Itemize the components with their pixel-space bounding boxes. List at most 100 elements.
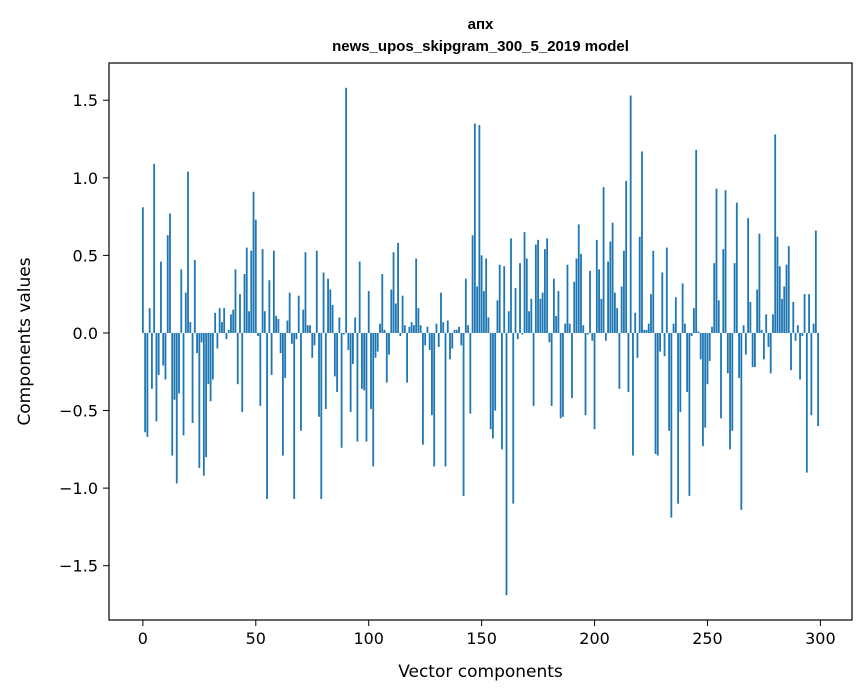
- bar: [196, 332, 198, 354]
- bar: [141, 207, 144, 333]
- bar: [740, 332, 743, 510]
- bar: [234, 269, 237, 333]
- bar: [582, 325, 585, 333]
- bar: [494, 332, 497, 411]
- bar: [410, 322, 413, 333]
- bar: [717, 300, 720, 333]
- bar: [706, 332, 709, 385]
- bar: [376, 332, 379, 352]
- bar: [693, 308, 695, 333]
- bar: [245, 247, 248, 333]
- bar: [663, 332, 666, 357]
- bar: [193, 260, 196, 333]
- bar: [286, 320, 289, 333]
- y-tick-label: −1.5: [59, 557, 98, 576]
- bar: [422, 332, 424, 445]
- bar: [241, 332, 244, 413]
- bar: [510, 238, 512, 333]
- bar: [340, 332, 343, 448]
- bar: [211, 332, 214, 380]
- bar: [661, 272, 664, 333]
- bar: [636, 332, 639, 358]
- bar: [200, 332, 203, 343]
- bar: [623, 250, 625, 333]
- bar: [318, 332, 320, 417]
- bar: [198, 332, 201, 468]
- bar: [440, 292, 442, 333]
- bar: [555, 315, 558, 333]
- bar: [625, 180, 628, 333]
- bar: [379, 323, 381, 333]
- bar: [306, 325, 309, 333]
- bar: [471, 235, 474, 333]
- bar: [776, 236, 779, 333]
- bar: [426, 326, 429, 333]
- bar: [733, 263, 736, 333]
- bar: [302, 309, 305, 333]
- bar: [327, 278, 329, 333]
- bar: [668, 332, 670, 431]
- bar: [218, 308, 221, 333]
- bar: [223, 308, 226, 333]
- bar: [801, 332, 804, 337]
- plot-frame: [108, 62, 853, 621]
- bar: [647, 323, 650, 333]
- bar: [562, 332, 564, 417]
- bar: [297, 295, 300, 333]
- bar: [239, 294, 241, 333]
- bar: [363, 332, 366, 391]
- bar: [620, 286, 623, 333]
- bar: [345, 87, 348, 333]
- y-axis-label: Components values: [15, 257, 35, 425]
- bar: [144, 332, 147, 433]
- bar: [478, 125, 481, 333]
- bar: [462, 332, 465, 496]
- plot-area: [108, 62, 853, 621]
- bar: [230, 314, 232, 333]
- bar: [586, 332, 589, 335]
- bar: [769, 332, 772, 374]
- bar: [681, 283, 684, 333]
- bar: [146, 332, 149, 437]
- bar: [160, 261, 162, 333]
- bar: [489, 332, 492, 430]
- bar: [674, 297, 677, 333]
- bar: [446, 320, 449, 333]
- bar: [232, 309, 235, 333]
- bar: [609, 241, 612, 333]
- bar: [372, 332, 375, 467]
- bar: [157, 332, 160, 375]
- bar: [356, 332, 359, 442]
- bar: [679, 332, 682, 413]
- bar: [516, 332, 519, 340]
- bar: [408, 326, 411, 333]
- bar: [365, 332, 368, 442]
- bar: [632, 332, 634, 456]
- bar: [571, 332, 573, 399]
- bar: [548, 332, 551, 343]
- bar: [726, 332, 729, 374]
- bar: [313, 332, 316, 346]
- bar: [598, 269, 600, 333]
- bar: [799, 332, 801, 380]
- bar: [338, 317, 341, 333]
- bar: [403, 325, 406, 333]
- bar: [388, 332, 390, 355]
- bar: [731, 332, 734, 431]
- bar: [650, 294, 652, 333]
- bar: [817, 332, 820, 427]
- bar: [767, 332, 770, 347]
- bar: [437, 332, 440, 347]
- y-tick-label: 1.5: [73, 91, 98, 110]
- bar: [300, 332, 302, 431]
- bar: [525, 258, 528, 333]
- bar: [331, 305, 334, 333]
- bar: [288, 292, 291, 333]
- bar: [756, 289, 759, 333]
- bar: [444, 332, 447, 467]
- bar: [428, 332, 431, 351]
- bar: [431, 332, 433, 416]
- x-tick-label: 50: [246, 629, 266, 648]
- bar: [738, 332, 740, 378]
